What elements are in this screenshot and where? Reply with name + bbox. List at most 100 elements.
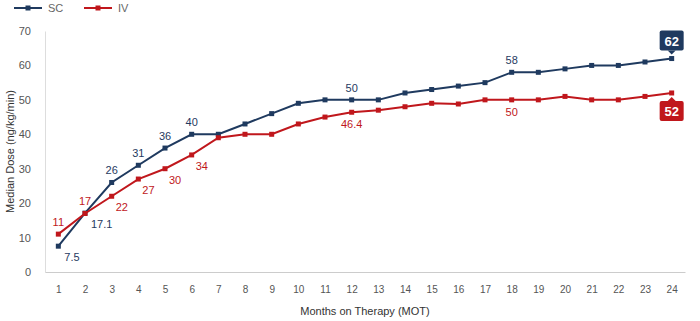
data-label: 11 [53, 216, 64, 228]
tick: 10 [19, 232, 45, 244]
callout-pointer [668, 97, 676, 101]
legend-marker [96, 6, 101, 11]
tick-label: 8 [243, 284, 249, 295]
marker [536, 97, 541, 102]
marker [269, 132, 274, 137]
tick-label: 5 [163, 284, 169, 295]
marker [136, 177, 141, 182]
axis-line [46, 272, 686, 273]
marker [163, 146, 168, 151]
marker [429, 101, 434, 106]
legend-label: SC [48, 2, 63, 14]
data-labels: 7.517.12631364050586211172227303446.4505… [53, 31, 684, 264]
tick: 14 [400, 272, 412, 295]
tick-label: 30 [19, 163, 31, 175]
series-line [58, 59, 671, 247]
tick: 9 [269, 272, 275, 295]
data-label: 50 [506, 106, 518, 118]
tick: 0 [25, 266, 45, 278]
data-label: 36 [159, 130, 171, 142]
marker [669, 90, 674, 95]
data-label: 40 [186, 116, 198, 128]
marker [616, 97, 621, 102]
tick: 30 [19, 163, 45, 175]
data-label: 26 [106, 164, 118, 176]
tick-label: 1 [56, 284, 62, 295]
marker [483, 80, 488, 85]
marker [669, 56, 674, 61]
callout: 62 [660, 31, 684, 55]
tick: 60 [19, 59, 45, 71]
marker [456, 101, 461, 106]
marker [643, 59, 648, 64]
legend: SCIV [14, 2, 129, 14]
marker [643, 94, 648, 99]
tick-label: 15 [427, 284, 439, 295]
marker [216, 135, 221, 140]
data-label: 30 [169, 174, 181, 186]
tick-label: 20 [19, 197, 31, 209]
marker [189, 132, 194, 137]
legend-item: SC [14, 2, 63, 14]
tick-label: 70 [19, 25, 31, 37]
marker [589, 63, 594, 68]
marker [563, 66, 568, 71]
tick-label: 2 [83, 284, 89, 295]
tick: 15 [427, 272, 439, 295]
marker [269, 111, 274, 116]
tick: 1 [56, 272, 62, 295]
data-label: 17.1 [91, 218, 112, 230]
marker [589, 97, 594, 102]
tick-label: 19 [533, 284, 545, 295]
tick: 24 [667, 272, 679, 295]
tick: 12 [347, 272, 359, 295]
axis-line [45, 32, 46, 273]
tick: 7 [216, 272, 222, 295]
tick: 4 [136, 272, 142, 295]
tick: 8 [243, 272, 249, 295]
tick-label: 22 [613, 284, 625, 295]
tick-label: 11 [320, 284, 331, 295]
tick-label: 24 [667, 284, 679, 295]
tick: 10 [293, 272, 305, 295]
data-label: 34 [196, 160, 208, 172]
marker [509, 70, 514, 75]
marker [376, 97, 381, 102]
marker [109, 180, 114, 185]
marker [296, 101, 301, 106]
data-label: 62 [664, 34, 678, 49]
y-axis: 010203040506070 [19, 25, 46, 278]
tick: 21 [587, 272, 599, 295]
tick: 17 [480, 272, 492, 295]
tick-label: 10 [19, 232, 31, 244]
marker [376, 108, 381, 113]
x-axis: 123456789101112131415161718192021222324 [46, 272, 686, 295]
marker [483, 97, 488, 102]
tick-label: 21 [587, 284, 599, 295]
marker [296, 121, 301, 126]
tick-label: 6 [189, 284, 195, 295]
tick: 6 [189, 272, 195, 295]
marker [56, 232, 61, 237]
tick: 70 [19, 25, 45, 37]
tick: 13 [373, 272, 385, 295]
marker [243, 121, 248, 126]
callout-pointer [668, 51, 676, 55]
marker [83, 211, 88, 216]
tick-label: 7 [216, 284, 222, 295]
data-label: 31 [132, 147, 144, 159]
tick: 22 [613, 272, 625, 295]
tick: 2 [83, 272, 89, 295]
tick: 11 [320, 272, 331, 295]
data-label: 58 [506, 54, 518, 66]
legend-marker [26, 6, 31, 11]
marker [109, 194, 114, 199]
tick-label: 60 [19, 59, 31, 71]
x-axis-title: Months on Therapy (MOT) [300, 305, 429, 317]
marker [509, 97, 514, 102]
tick: 18 [507, 272, 519, 295]
marker [83, 211, 88, 216]
tick-label: 14 [400, 284, 412, 295]
tick-label: 23 [640, 284, 652, 295]
tick-label: 10 [293, 284, 305, 295]
